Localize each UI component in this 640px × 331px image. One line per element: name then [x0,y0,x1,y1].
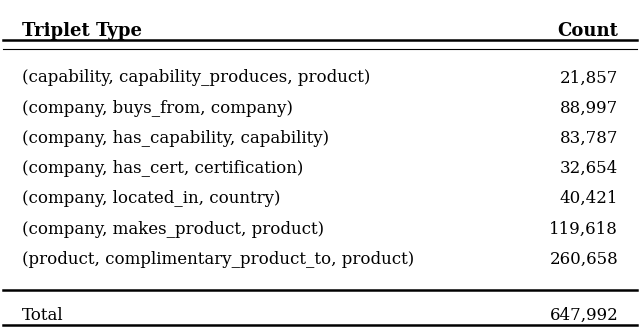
Text: 32,654: 32,654 [560,160,618,177]
Text: (company, buys_from, company): (company, buys_from, company) [22,100,293,117]
Text: 83,787: 83,787 [560,130,618,147]
Text: (capability, capability_produces, product): (capability, capability_produces, produc… [22,70,370,86]
Text: Count: Count [557,22,618,40]
Text: (company, has_capability, capability): (company, has_capability, capability) [22,130,329,147]
Text: (company, makes_product, product): (company, makes_product, product) [22,220,324,238]
Text: 647,992: 647,992 [549,307,618,324]
Text: 88,997: 88,997 [560,100,618,117]
Text: (company, has_cert, certification): (company, has_cert, certification) [22,160,303,177]
Text: 260,658: 260,658 [549,251,618,268]
Text: (company, located_in, country): (company, located_in, country) [22,190,280,207]
Text: Triplet Type: Triplet Type [22,22,142,40]
Text: 21,857: 21,857 [560,70,618,86]
Text: 119,618: 119,618 [549,220,618,238]
Text: (product, complimentary_product_to, product): (product, complimentary_product_to, prod… [22,251,414,268]
Text: Total: Total [22,307,63,324]
Text: 40,421: 40,421 [560,190,618,207]
